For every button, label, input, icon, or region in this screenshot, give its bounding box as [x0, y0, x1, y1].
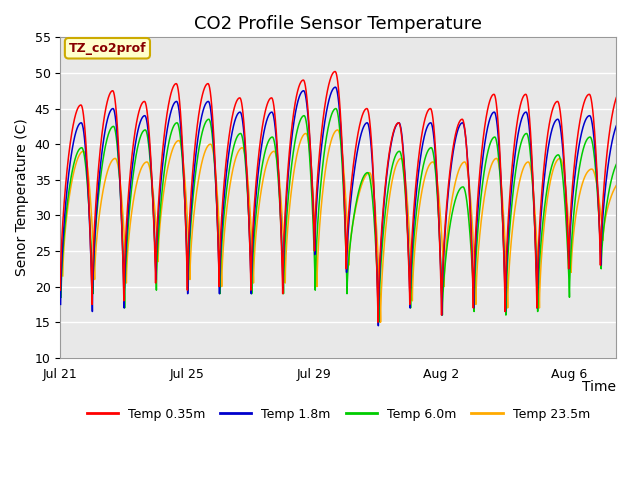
Title: CO2 Profile Sensor Temperature: CO2 Profile Sensor Temperature — [195, 15, 483, 33]
Legend: Temp 0.35m, Temp 1.8m, Temp 6.0m, Temp 23.5m: Temp 0.35m, Temp 1.8m, Temp 6.0m, Temp 2… — [82, 403, 595, 425]
Text: Time: Time — [582, 380, 616, 394]
Y-axis label: Senor Temperature (C): Senor Temperature (C) — [15, 119, 29, 276]
Text: TZ_co2prof: TZ_co2prof — [68, 42, 147, 55]
